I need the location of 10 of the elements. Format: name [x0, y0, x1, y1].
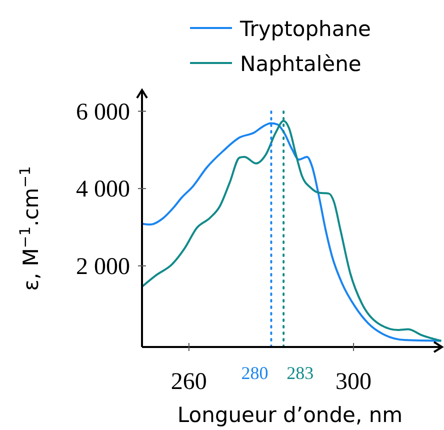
legend-label: Tryptophane — [239, 17, 371, 41]
y-tick-label: 4 000 — [76, 176, 130, 203]
x-axis-title: Longueur d’onde, nm — [177, 403, 403, 427]
ref-line-label: 283 — [286, 363, 314, 383]
legend-label: Naphtalène — [240, 52, 362, 76]
y-tick-label: 6 000 — [76, 99, 130, 126]
y-tick-label: 2 000 — [76, 254, 130, 280]
x-tick-label: 300 — [336, 369, 372, 395]
x-tick-label: 260 — [170, 369, 207, 395]
ref-line-label: 280 — [241, 363, 268, 383]
